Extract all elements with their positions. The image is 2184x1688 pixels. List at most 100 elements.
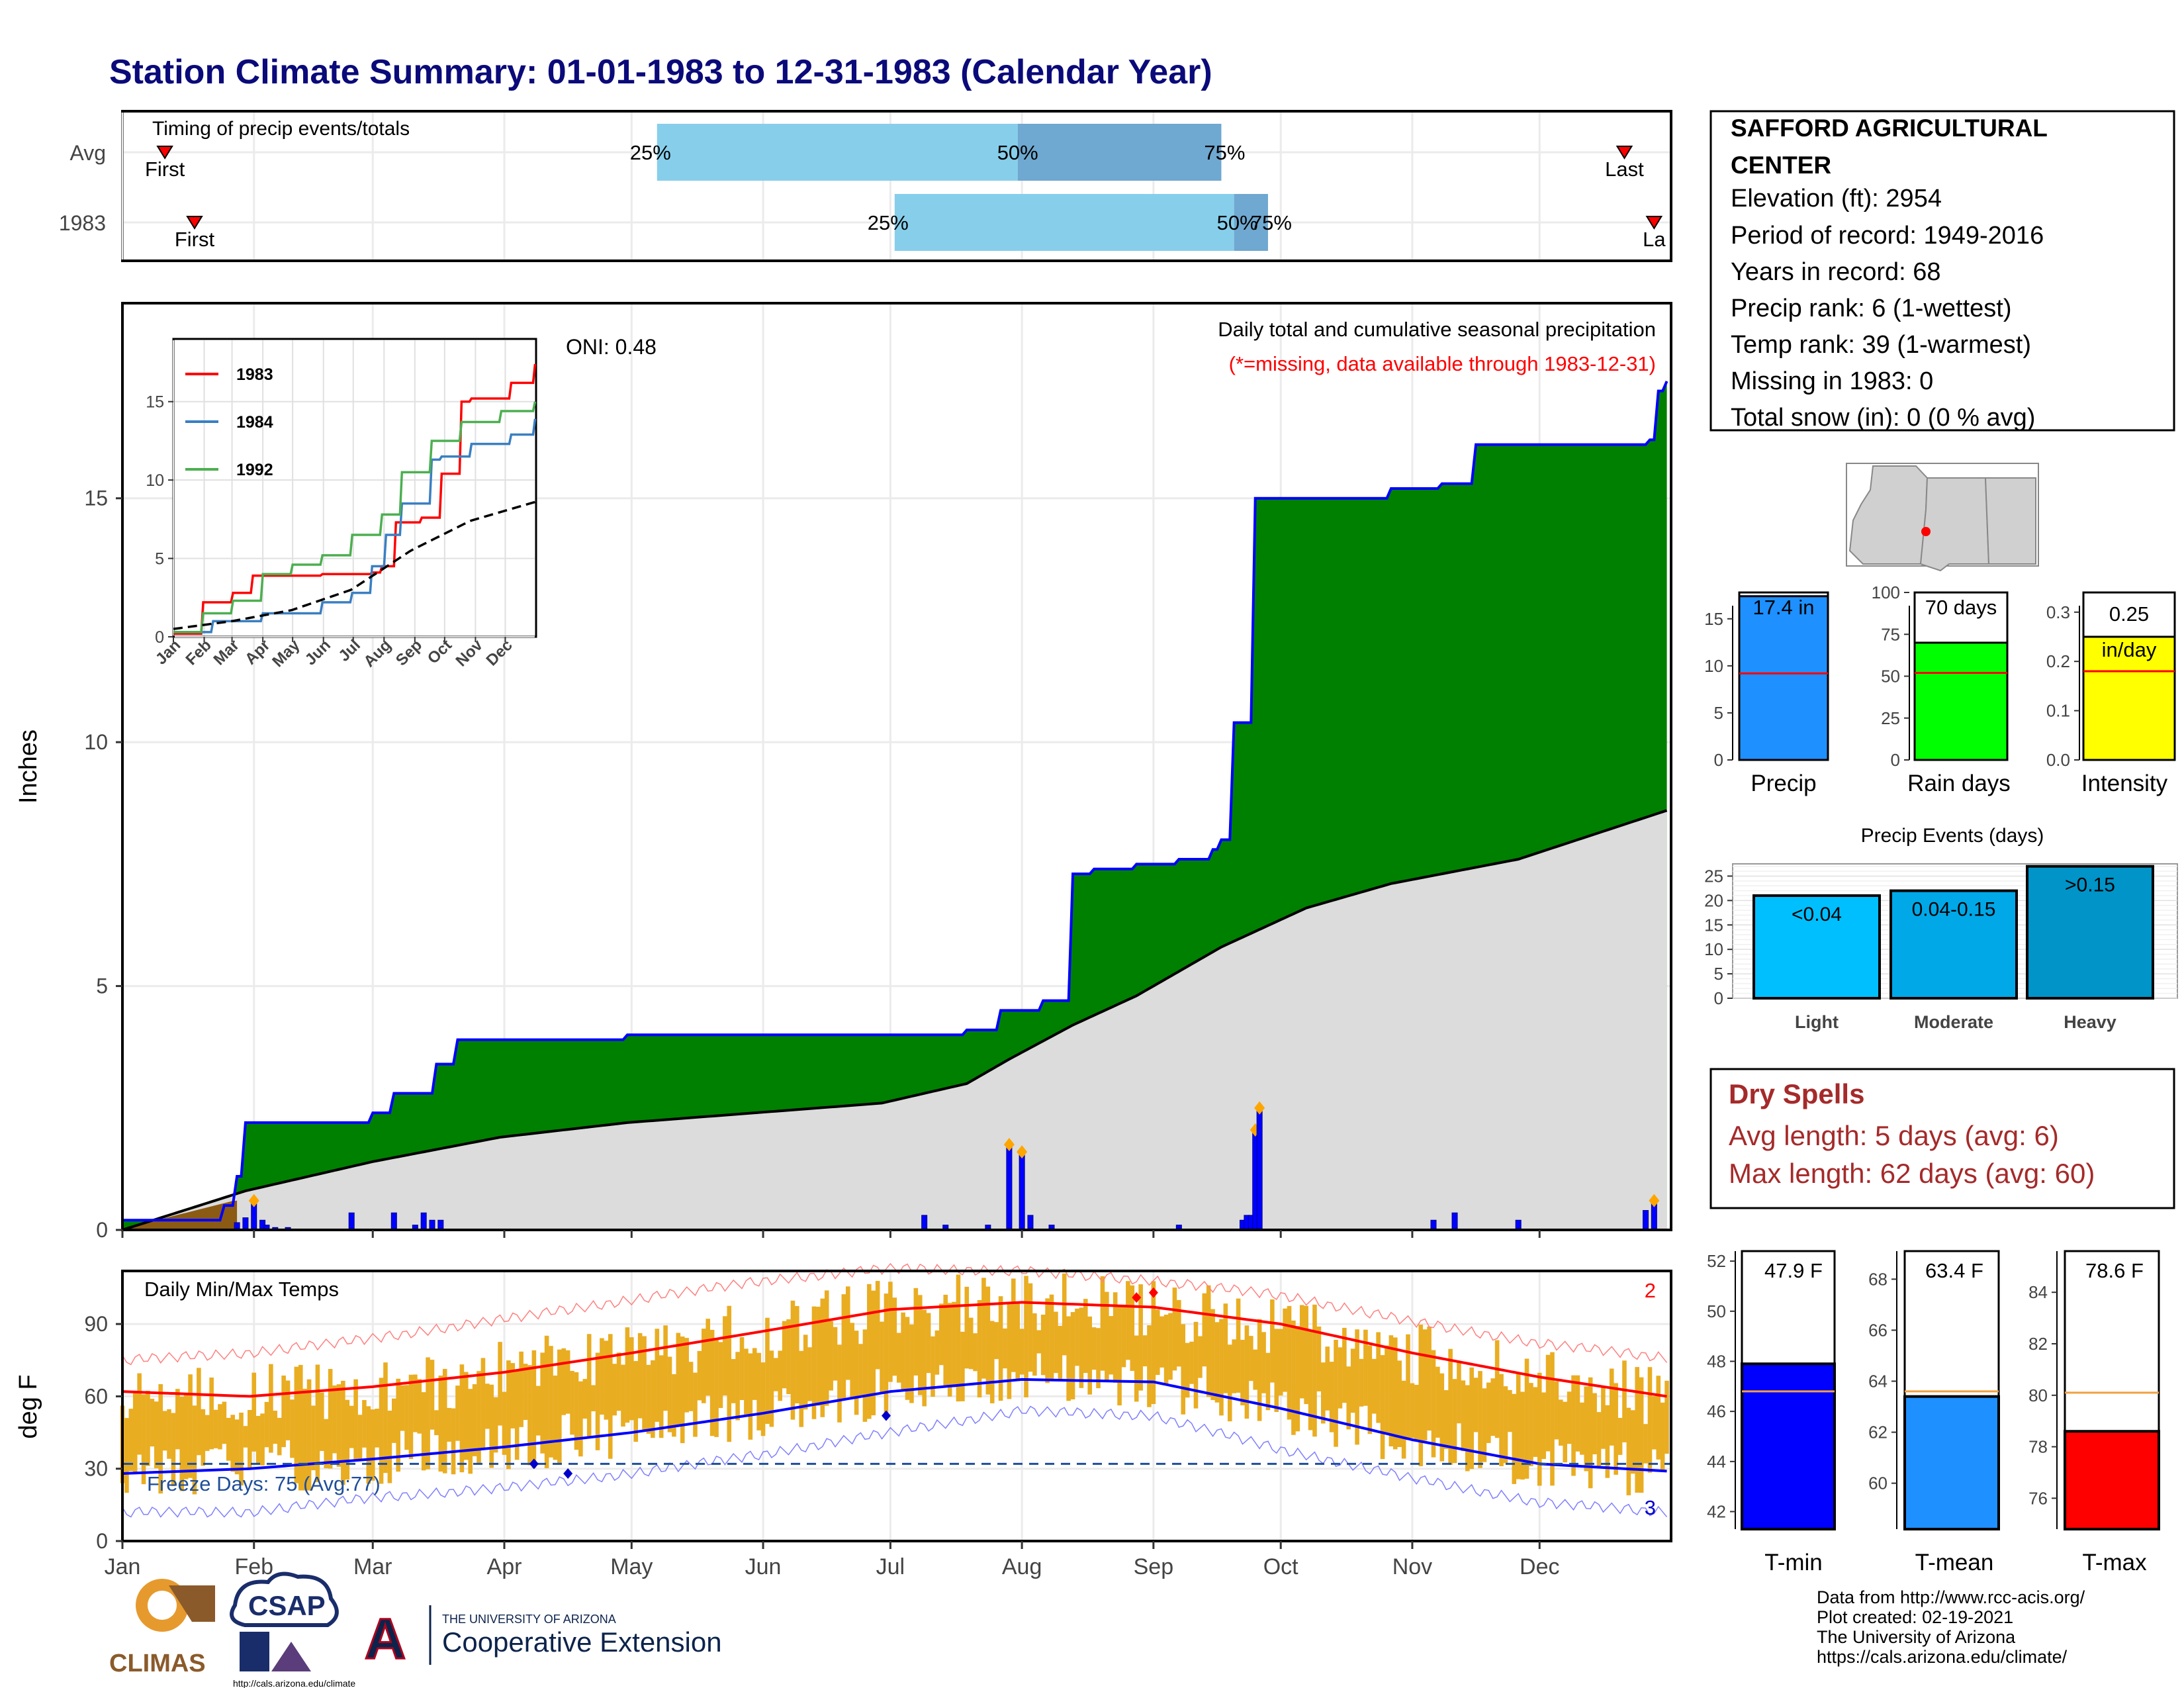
intensity-ytick-label: 0.0 — [2046, 750, 2070, 770]
daily-temp-bar — [663, 1325, 668, 1411]
daily-temp-bar — [1346, 1366, 1351, 1430]
daily-temp-bar — [888, 1282, 893, 1382]
daily-temp-bar — [171, 1413, 176, 1487]
timing-label-q75: 75% — [1204, 141, 1245, 164]
daily-temp-bar — [655, 1329, 660, 1422]
daily-temp-bar — [1647, 1367, 1653, 1473]
daily-temp-bar — [209, 1377, 214, 1450]
daily-temp-bar — [1304, 1305, 1308, 1405]
daily-record-marker — [1649, 1194, 1660, 1207]
daily-temp-bar — [1172, 1288, 1177, 1371]
daily-temp-bar — [621, 1364, 625, 1427]
daily-temp-bar — [154, 1401, 159, 1469]
tmax-bar-label: T-max — [2082, 1550, 2147, 1575]
daily-temp-bar — [527, 1365, 532, 1466]
precip-ytick-label: 15 — [1704, 609, 1723, 629]
timing-title: Timing of precip events/totals — [152, 118, 410, 140]
daily-temp-bar — [1550, 1352, 1555, 1486]
precip-ytick-label: 0 — [1714, 750, 1723, 770]
daily-temp-bar — [298, 1364, 303, 1491]
daily-temp-bar — [1244, 1325, 1250, 1419]
daily-temp-bar — [905, 1317, 910, 1400]
timing-first-label: First — [175, 228, 215, 251]
daily-temp-bar — [1414, 1385, 1419, 1442]
daily-temp-bar — [896, 1333, 901, 1383]
daily-temp-bar — [1575, 1375, 1580, 1452]
daily-temp-bar — [973, 1333, 978, 1372]
temp-ylabel: deg F — [15, 1374, 42, 1438]
daily-temp-bar — [633, 1361, 639, 1442]
daily-temp-bar — [519, 1351, 523, 1427]
rain_days-ytick-label: 75 — [1881, 624, 1900, 644]
daily-precip-bar — [390, 1212, 397, 1231]
events-ytick-label: 10 — [1704, 939, 1723, 959]
daily-temp-bar — [1130, 1285, 1135, 1371]
precip-bar — [1738, 595, 1829, 761]
tmin-ytick-label: 52 — [1707, 1251, 1726, 1271]
precip-panel-title: Daily total and cumulative seasonal prec… — [1218, 318, 1656, 341]
daily-temp-bar — [188, 1374, 193, 1478]
daily-temp-bar — [880, 1321, 884, 1394]
intensity-ytick-label: 0.2 — [2046, 651, 2070, 671]
intensity-bar-unit: in/day — [2102, 638, 2157, 661]
daily-temp-bar — [332, 1385, 337, 1454]
daily-temp-bar — [968, 1317, 974, 1370]
daily-temp-bar — [302, 1388, 307, 1491]
daily-temp-bar — [769, 1350, 774, 1427]
timing-row-label-avg: Avg — [69, 141, 106, 165]
temp-ytick-label: 60 — [84, 1384, 108, 1408]
daily-temp-bar — [192, 1405, 197, 1495]
daily-temp-bar — [442, 1368, 447, 1474]
daily-temp-bar — [1253, 1349, 1258, 1390]
daily-temp-bar — [947, 1303, 952, 1397]
daily-temp-bar — [1355, 1329, 1359, 1445]
daily-temp-bar — [1363, 1329, 1368, 1406]
daily-temp-bar — [561, 1348, 567, 1415]
daily-temp-bar — [1227, 1344, 1232, 1422]
daily-temp-bar — [1024, 1276, 1028, 1397]
daily-temp-bar — [158, 1383, 163, 1494]
station-precip-rank: Precip rank: 6 (1-wettest) — [1731, 295, 2011, 322]
daily-temp-bar — [917, 1295, 923, 1395]
daily-temp-bar — [1321, 1362, 1326, 1424]
precip-ytick-label: 15 — [84, 487, 108, 510]
daily-temp-bar — [1427, 1326, 1432, 1431]
daily-temp-bar — [502, 1391, 507, 1455]
credit-line-4: https://cals.arizona.edu/climate/ — [1817, 1647, 2068, 1667]
daily-temp-bar — [1232, 1339, 1236, 1393]
daily-temp-bar — [1520, 1391, 1525, 1480]
tmin-bar-value: 47.9 F — [1764, 1259, 1823, 1282]
temp-panel: 0 30 60 90 Jan Feb Mar Apr May Jun Jul Aug Sep Oct No… — [15, 1262, 1672, 1579]
daily-temp-bar — [1443, 1390, 1449, 1449]
timing-last-marker — [1615, 146, 1633, 160]
daily-temp-bar — [612, 1364, 617, 1416]
daily-temp-bar — [799, 1350, 804, 1427]
timing-bar-q25-q50 — [894, 194, 1234, 251]
daily-temp-bar — [1214, 1322, 1220, 1403]
daily-temp-bar — [349, 1405, 354, 1448]
daily-temp-bar — [1160, 1316, 1164, 1368]
daily-temp-bar — [1295, 1325, 1300, 1432]
tmean-ytick-label: 62 — [1868, 1423, 1888, 1442]
daily-temp-bar — [1142, 1335, 1148, 1367]
daily-temp-bar — [1028, 1283, 1033, 1372]
inset-ytick-label: 15 — [146, 393, 164, 412]
temp-record-marker — [881, 1410, 891, 1421]
daily-temp-bar — [1452, 1379, 1457, 1464]
daily-temp-bar — [1138, 1284, 1143, 1391]
precip-panel: 0 5 10 15 Inches Daily total and cumulative… — [15, 302, 1672, 1242]
daily-precip-bar — [348, 1212, 355, 1231]
rain_days-ytick-label: 0 — [1891, 750, 1900, 770]
daily-temp-bar — [773, 1358, 778, 1391]
daily-temp-bar — [1385, 1345, 1389, 1433]
daily-temp-bar — [786, 1319, 791, 1395]
inset-ytick-label: 5 — [155, 550, 164, 569]
daily-temp-bar — [829, 1321, 833, 1391]
daily-temp-bar — [1554, 1381, 1559, 1440]
daily-temp-bar — [1100, 1276, 1105, 1371]
daily-temp-bar — [1096, 1328, 1101, 1389]
daily-temp-bar — [1380, 1355, 1385, 1460]
daily-temp-bar — [1397, 1360, 1402, 1448]
daily-temp-bar — [400, 1385, 405, 1431]
daily-temp-bar — [765, 1317, 770, 1424]
